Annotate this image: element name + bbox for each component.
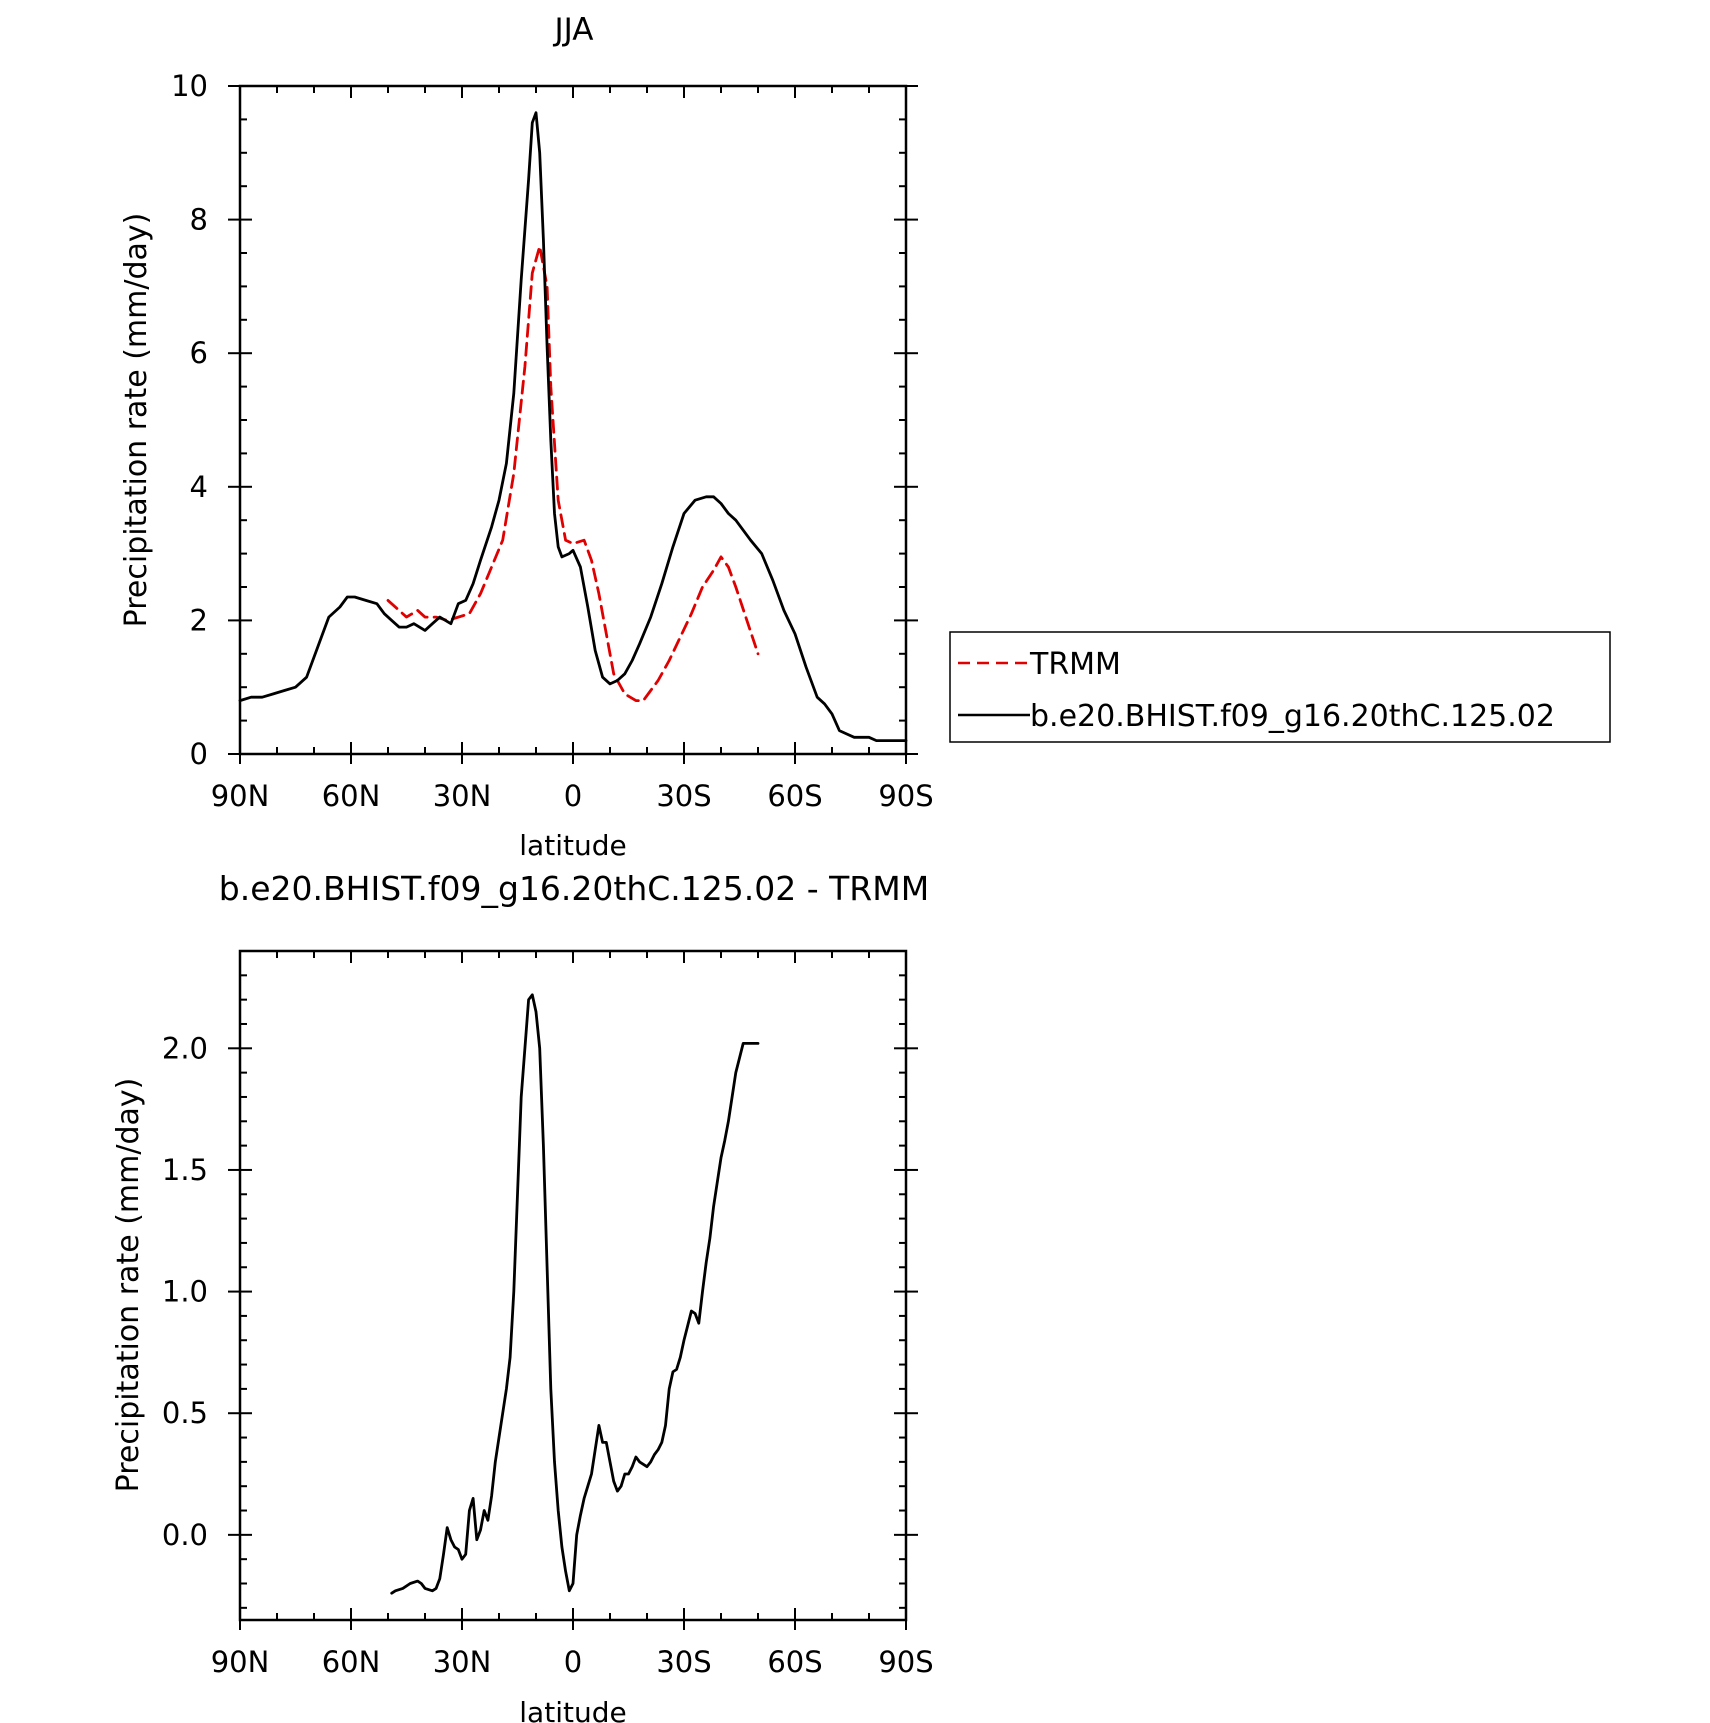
y-tick-label: 0.5 (162, 1396, 208, 1430)
x-tick-label: 90N (211, 779, 270, 813)
x-tick-label: 90S (878, 779, 933, 813)
y-tick-label: 4 (190, 470, 208, 504)
x-tick-label: 90S (878, 1645, 933, 1679)
y-tick-label: 2.0 (162, 1031, 208, 1065)
y-tick-label: 8 (190, 203, 208, 237)
x-tick-label: 30S (656, 1645, 711, 1679)
legend-label-model: b.e20.BHIST.f09_g16.20thC.125.02 (1030, 699, 1555, 734)
legend-label-trmm: TRMM (1029, 647, 1121, 682)
x-tick-label: 30N (433, 1645, 492, 1679)
x-tick-label: 90N (211, 1645, 270, 1679)
x-tick-label: 60N (322, 1645, 381, 1679)
bottom-chart-title: b.e20.BHIST.f09_g16.20thC.125.02 - TRMM (219, 869, 929, 908)
y-tick-label: 1.0 (162, 1275, 208, 1309)
bottom-plot-frame (238, 949, 908, 1622)
y-tick-label: 0.0 (162, 1518, 208, 1552)
x-tick-label: 60N (322, 779, 381, 813)
x-tick-label: 60S (767, 779, 822, 813)
y-tick-label: 1.5 (162, 1153, 208, 1187)
series-line-0 (390, 993, 760, 1595)
top-plot-frame (238, 84, 908, 756)
series-line-0 (386, 244, 760, 702)
bottom-y-axis-label: Precipitation rate (mm/day) (111, 1078, 146, 1493)
x-tick-label: 0 (564, 779, 582, 813)
y-tick-label: 0 (190, 737, 208, 771)
x-tick-label: 30S (656, 779, 711, 813)
legend-box (949, 631, 1611, 743)
y-tick-label: 2 (190, 603, 208, 637)
bottom-x-axis-label: latitude (519, 1696, 626, 1723)
legend: TRMM b.e20.BHIST.f09_g16.20thC.125.02 (949, 631, 1611, 743)
x-tick-label: 0 (564, 1645, 582, 1679)
x-tick-label: 60S (767, 1645, 822, 1679)
y-tick-label: 10 (171, 69, 208, 103)
series-line-1 (238, 111, 908, 742)
top-chart-title: JJA (553, 12, 594, 48)
x-tick-label: 30N (433, 779, 492, 813)
top-x-axis-label: latitude (519, 829, 626, 862)
top-y-axis-label: Precipitation rate (mm/day) (119, 213, 154, 628)
y-tick-label: 6 (190, 336, 208, 370)
bottom-chart-panel: b.e20.BHIST.f09_g16.20thC.125.02 - TRMM … (111, 869, 934, 1723)
